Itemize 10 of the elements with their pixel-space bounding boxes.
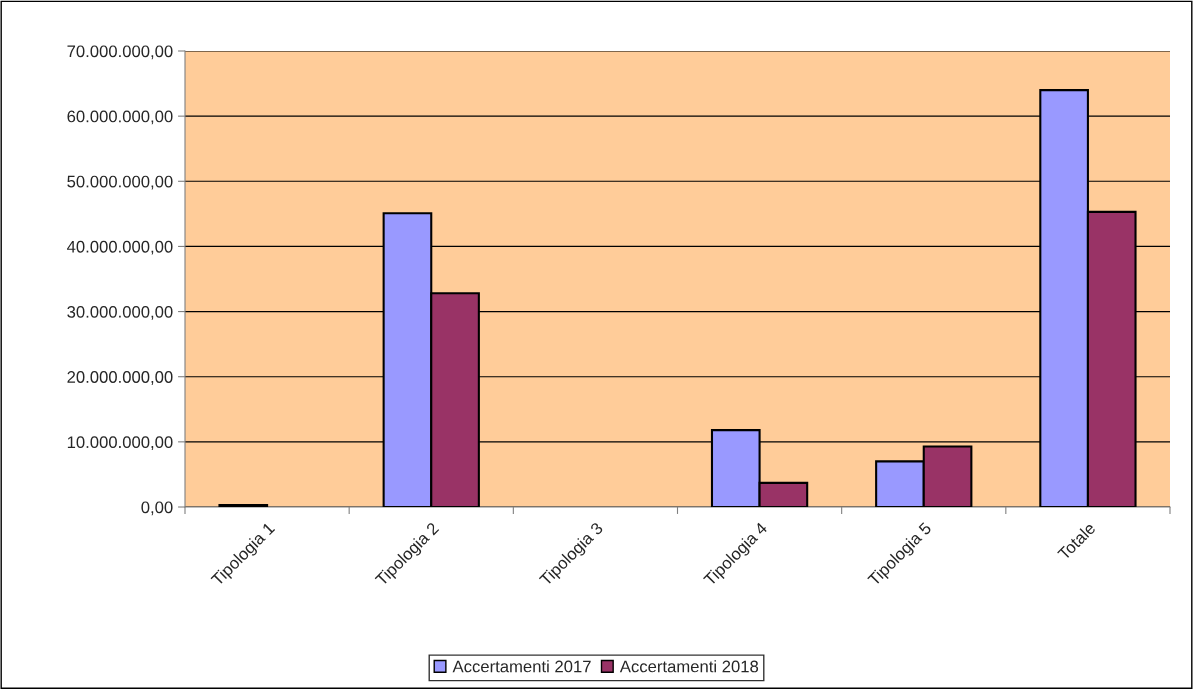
y-tick-label: 50.000.000,00 xyxy=(67,175,173,190)
y-tick-label: 0,00 xyxy=(141,501,173,516)
y-tick-label: 40.000.000,00 xyxy=(67,240,173,255)
y-tick-label: 70.000.000,00 xyxy=(67,45,173,60)
y-tick-label: 30.000.000,00 xyxy=(67,305,173,320)
legend-label: Accertamenti 2018 xyxy=(619,660,759,673)
legend-label: Accertamenti 2017 xyxy=(452,660,591,673)
y-tick-label: 10.000.000,00 xyxy=(67,436,173,451)
y-tick-label: 20.000.000,00 xyxy=(67,371,173,385)
y-tick-label: 60.000.000,00 xyxy=(67,110,173,125)
